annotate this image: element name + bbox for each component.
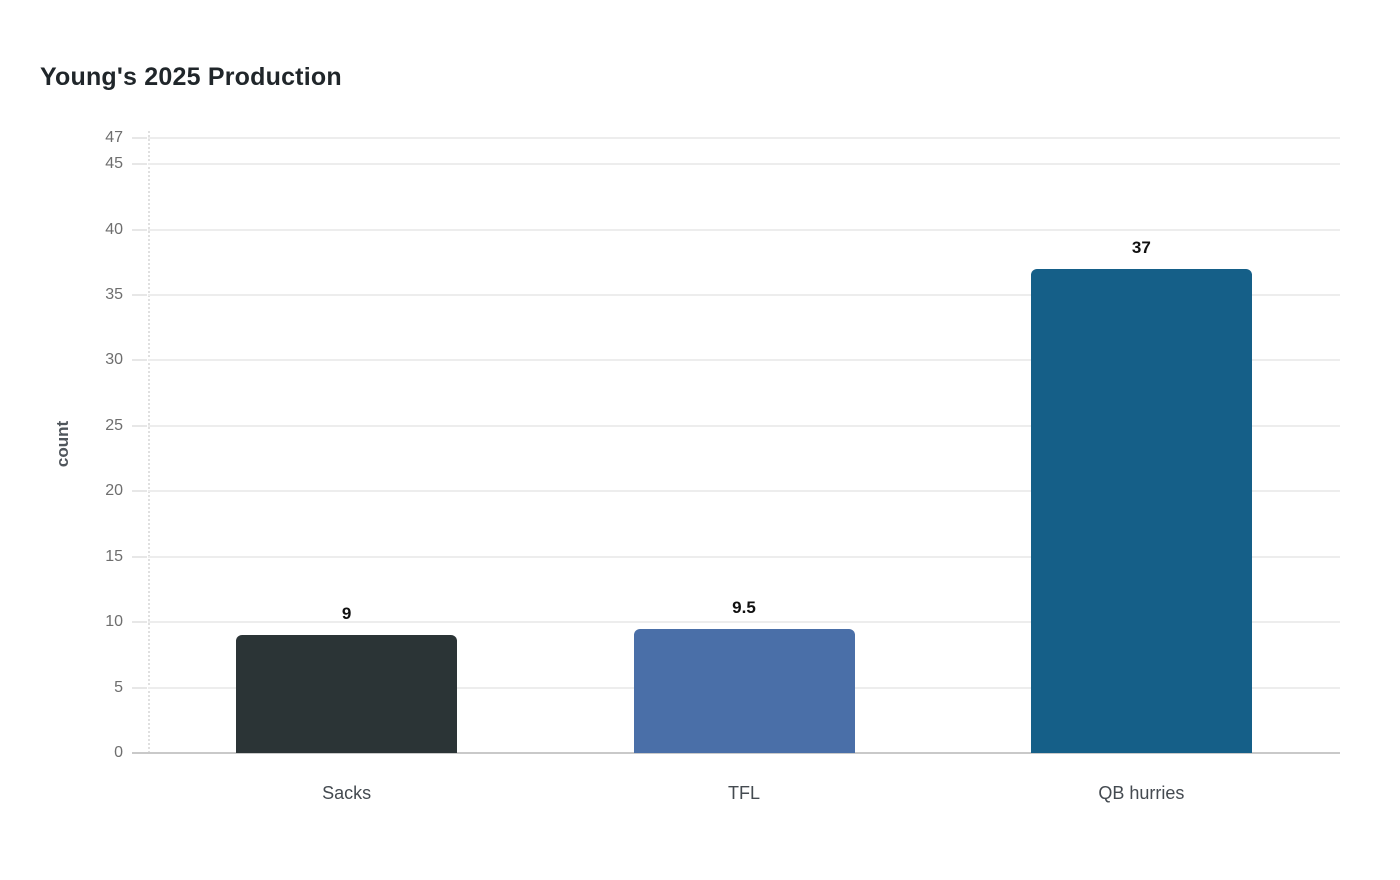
y-tick-label-47: 47	[105, 129, 123, 146]
y-tick-label-30: 30	[105, 351, 123, 369]
x-tick-label-qb-hurries: QB hurries	[1098, 783, 1185, 803]
y-tickmark-35	[132, 294, 147, 297]
y-tick-label-40: 40	[105, 220, 123, 238]
y-tickmark-20	[132, 490, 147, 493]
gridline-y-40	[148, 228, 1340, 231]
bar-value-label-qb-hurries: 37	[1131, 237, 1151, 257]
chart-title: Young's 2025 Production	[40, 63, 342, 91]
gridline-y-25	[148, 424, 1340, 427]
gridline-y-30	[148, 359, 1340, 362]
y-tickmark-30	[132, 359, 147, 362]
y-tickmark-47	[132, 137, 147, 139]
y-tick-label-45: 45	[105, 155, 123, 173]
gridline-y-35	[148, 294, 1340, 297]
y-tickmark-40	[132, 228, 147, 231]
gridline-y-45	[148, 163, 1340, 166]
gridline-y-20	[148, 490, 1340, 493]
gridline-y-10	[148, 621, 1340, 624]
x-axis-baseline	[132, 752, 1340, 754]
bar-value-label-sacks: 9	[341, 604, 352, 624]
y-tick-label-5: 5	[114, 678, 123, 696]
y-tick-label-15: 15	[105, 547, 123, 565]
gridline-y-47	[148, 137, 1340, 139]
y-axis-dotted-line	[148, 131, 150, 753]
x-tick-label-sacks: Sacks	[322, 783, 372, 803]
plot-area: 9 9.5 37	[132, 131, 1340, 754]
bar-tfl	[633, 628, 855, 753]
gridline-y-15	[148, 555, 1340, 558]
y-tickmark-5	[132, 686, 147, 689]
y-tick-label-20: 20	[105, 482, 123, 500]
y-tick-label-0: 0	[114, 744, 123, 761]
y-tickmark-10	[132, 621, 147, 624]
y-tickmark-45	[132, 163, 147, 166]
y-tickmark-25	[132, 424, 147, 427]
bar-qb-hurries	[1030, 268, 1252, 753]
x-axis-tick-labels: Sacks TFL QB hurries	[148, 783, 1340, 813]
y-axis-tick-labels: 0 5 10 15 20 25 30 35 40 45 47	[0, 129, 123, 761]
y-tick-label-10: 10	[105, 613, 123, 631]
y-tickmark-15	[132, 555, 147, 558]
x-tick-label-tfl: TFL	[727, 783, 760, 803]
bar-sacks	[236, 635, 458, 753]
bar-value-label-tfl: 9.5	[732, 597, 756, 617]
y-tick-label-25: 25	[105, 416, 123, 434]
y-tick-label-35: 35	[105, 286, 123, 304]
